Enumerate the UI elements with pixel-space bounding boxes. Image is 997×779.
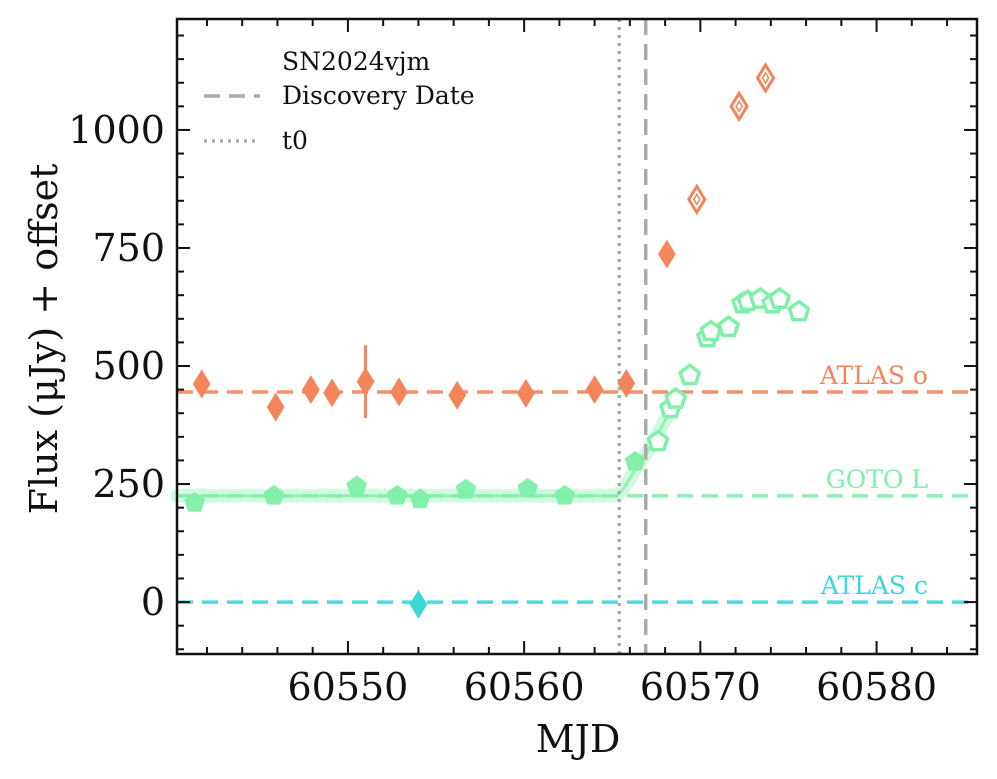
y-tick-label: 1000 xyxy=(68,108,165,152)
y-axis-label: Flux (μJy) + offset xyxy=(22,164,66,515)
point-atlas-o xyxy=(729,90,749,123)
band-label-atlas-o: ATLAS o xyxy=(819,361,928,390)
y-tick-label: 750 xyxy=(92,226,165,270)
x-axis-label: MJD xyxy=(536,717,621,761)
point-inner-atlas-o xyxy=(735,99,743,113)
model-fit-line xyxy=(177,403,676,498)
x-tick-label: 60570 xyxy=(640,665,761,709)
legend-label: t0 xyxy=(282,126,308,155)
legend: SN2024vjm Discovery Date t0 xyxy=(204,47,475,155)
point-atlas-o xyxy=(192,369,211,399)
legend-label: Discovery Date xyxy=(282,81,475,110)
x-tick-label: 60560 xyxy=(464,665,585,709)
point-goto-l xyxy=(386,484,408,505)
axis-ticks xyxy=(177,19,977,654)
point-goto-l xyxy=(646,429,670,452)
point-goto-l xyxy=(554,484,576,505)
point-goto-l xyxy=(787,299,811,322)
point-atlas-o xyxy=(302,375,320,405)
band-label-goto-l: GOTO L xyxy=(826,465,928,494)
model-fit-curve xyxy=(170,396,681,503)
point-atlas-c xyxy=(409,589,428,619)
point-atlas-o xyxy=(687,183,707,216)
x-tick-label: 60550 xyxy=(287,665,408,709)
band-labels: ATLAS o GOTO L ATLAS c xyxy=(819,361,928,600)
point-goto-l xyxy=(346,475,368,496)
legend-title: SN2024vjm xyxy=(282,47,430,76)
point-atlas-o xyxy=(585,375,604,405)
point-inner-atlas-o xyxy=(692,192,701,206)
point-goto-l xyxy=(664,386,688,409)
point-atlas-o xyxy=(390,377,408,407)
y-tick-label: 0 xyxy=(141,580,165,624)
data-points xyxy=(184,62,811,619)
point-atlas-o xyxy=(356,367,375,397)
y-tick-label: 250 xyxy=(92,462,165,506)
reference-lines xyxy=(617,19,648,654)
point-atlas-o xyxy=(517,378,535,408)
point-atlas-o xyxy=(657,239,676,269)
point-goto-l xyxy=(184,491,205,512)
point-goto-l xyxy=(263,484,285,505)
x-tick-label: 60580 xyxy=(816,665,937,709)
y-tick-label: 500 xyxy=(92,344,165,388)
point-goto-l xyxy=(455,478,477,499)
point-goto-l xyxy=(517,477,539,498)
point-goto-l xyxy=(624,450,646,471)
model-fit-band xyxy=(170,396,681,503)
point-goto-l xyxy=(678,363,702,386)
band-label-atlas-c: ATLAS c xyxy=(820,571,928,600)
point-atlas-o xyxy=(266,392,285,422)
tick-labels: 60550 60560 60570 60580 0 250 500 750 1000 xyxy=(68,108,937,709)
point-inner-atlas-o xyxy=(761,71,770,85)
plot-border xyxy=(175,17,979,656)
point-goto-l xyxy=(716,315,741,338)
point-atlas-o xyxy=(323,378,341,408)
point-goto-l xyxy=(768,286,792,309)
point-atlas-o xyxy=(448,380,467,410)
point-atlas-o xyxy=(617,369,636,398)
point-atlas-o xyxy=(755,62,776,94)
axes-frame xyxy=(175,17,979,656)
point-goto-l xyxy=(409,488,431,508)
